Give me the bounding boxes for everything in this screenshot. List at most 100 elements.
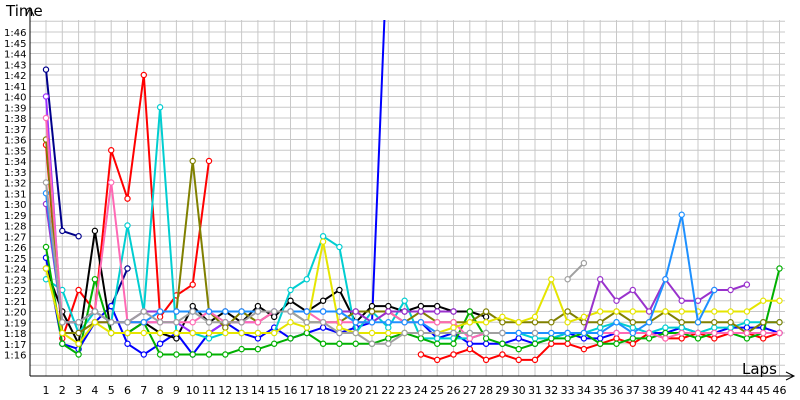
data-point — [531, 313, 539, 321]
data-point — [597, 340, 604, 347]
y-tick-label: 1:32 — [4, 179, 26, 190]
data-point — [629, 329, 637, 337]
x-tick-label: 30 — [512, 384, 526, 397]
data-point — [75, 233, 82, 240]
data-point — [711, 308, 718, 315]
data-point — [694, 335, 702, 342]
x-tick-label: 1 — [43, 384, 50, 397]
data-point — [743, 329, 751, 337]
axes — [25, 6, 796, 381]
data-point — [711, 319, 718, 326]
data-point — [189, 281, 196, 288]
data-point — [629, 335, 637, 342]
data-point — [42, 93, 50, 100]
data-point — [548, 335, 555, 342]
data-point — [124, 222, 131, 229]
data-point — [303, 329, 310, 337]
data-point — [303, 276, 310, 283]
data-point — [743, 308, 751, 315]
data-point — [401, 308, 408, 315]
data-point — [450, 351, 457, 358]
data-point — [482, 313, 490, 321]
data-point — [662, 324, 669, 331]
data-point — [629, 308, 637, 315]
data-point — [319, 319, 327, 326]
data-point — [173, 308, 180, 315]
data-point — [124, 319, 131, 326]
x-tick-label: 5 — [108, 384, 115, 397]
data-point — [140, 329, 147, 337]
data-point — [629, 319, 637, 326]
x-tick-label: 8 — [157, 384, 164, 397]
x-tick-label: 21 — [365, 384, 379, 397]
x-tick-label: 7 — [140, 384, 147, 397]
data-point — [645, 335, 653, 342]
data-point — [91, 319, 99, 326]
x-tick-label: 10 — [186, 384, 200, 397]
x-tick-label: 44 — [740, 384, 754, 397]
data-point — [417, 351, 425, 358]
data-point — [466, 345, 473, 353]
y-tick-label: 1:27 — [4, 232, 26, 243]
data-point — [107, 329, 115, 337]
data-point — [189, 308, 196, 315]
y-tick-labels: 1:161:171:181:191:201:211:221:231:241:25… — [4, 28, 26, 362]
data-point — [613, 308, 620, 315]
data-point — [205, 157, 213, 165]
data-point — [189, 319, 196, 326]
data-point — [156, 319, 164, 326]
y-tick-label: 1:24 — [4, 265, 26, 276]
data-point — [156, 329, 164, 337]
data-point — [564, 329, 571, 337]
x-tick-label: 3 — [75, 384, 82, 397]
data-point — [727, 329, 734, 337]
data-point — [254, 329, 262, 337]
data-point — [434, 308, 441, 315]
data-point — [254, 335, 262, 342]
data-point — [173, 319, 180, 326]
data-point — [140, 351, 147, 358]
data-point — [645, 308, 653, 315]
y-tick-label: 1:16 — [4, 351, 26, 362]
y-tick-label: 1:31 — [4, 189, 26, 200]
y-tick-label: 1:38 — [4, 114, 26, 125]
data-point — [482, 329, 490, 337]
data-point — [417, 335, 425, 342]
data-point — [466, 340, 473, 347]
data-point — [450, 329, 457, 337]
data-point — [287, 297, 294, 304]
x-tick-label: 6 — [124, 384, 131, 397]
data-point — [107, 179, 115, 186]
data-point — [205, 351, 213, 358]
data-point — [727, 308, 734, 315]
data-point — [776, 329, 783, 337]
x-tick-label: 27 — [463, 384, 477, 397]
data-point — [531, 319, 539, 326]
data-point — [776, 297, 783, 304]
data-point — [662, 308, 669, 315]
x-tick-label: 42 — [707, 384, 721, 397]
data-point — [303, 308, 310, 315]
data-point — [271, 308, 278, 315]
data-point — [42, 66, 50, 73]
data-point — [336, 286, 343, 294]
data-point — [564, 276, 571, 283]
data-point — [417, 302, 425, 310]
data-point — [75, 340, 82, 347]
data-point — [140, 319, 147, 326]
x-tick-label: 38 — [642, 384, 656, 397]
x-tick-label: 16 — [284, 384, 298, 397]
data-point — [548, 276, 555, 283]
data-point — [124, 329, 131, 337]
data-point — [613, 319, 620, 326]
y-tick-label: 1:28 — [4, 222, 26, 233]
x-tick-label: 22 — [381, 384, 395, 397]
x-tick-label: 28 — [479, 384, 493, 397]
data-point — [629, 324, 637, 331]
data-point — [450, 319, 457, 326]
x-tick-label: 4 — [91, 384, 98, 397]
data-point — [368, 302, 376, 310]
data-point — [401, 319, 408, 326]
data-point — [613, 335, 620, 342]
data-point — [352, 319, 359, 326]
